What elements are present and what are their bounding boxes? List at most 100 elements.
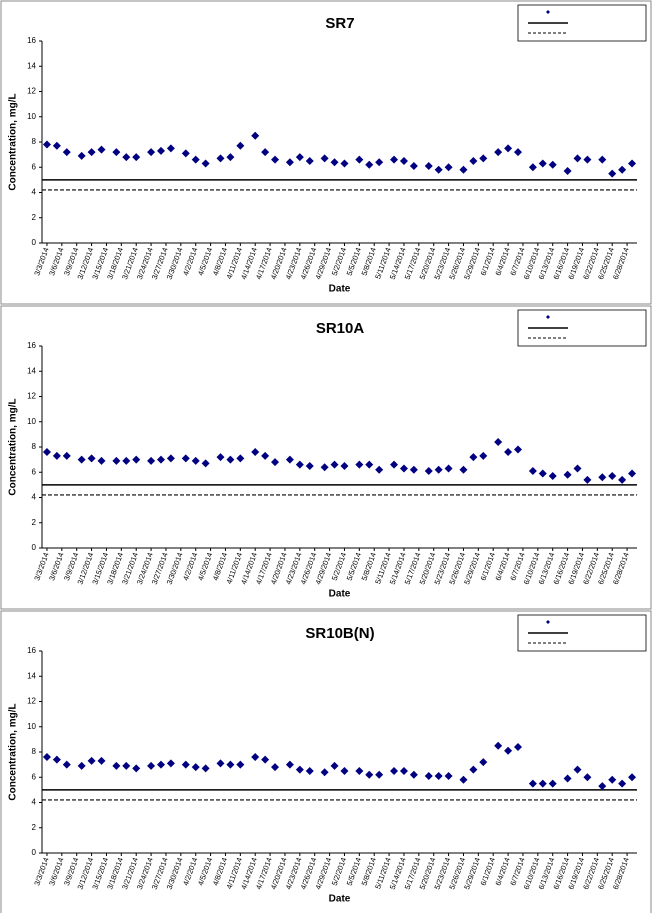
data-point [285, 455, 294, 464]
data-point [514, 742, 522, 751]
data-point [390, 766, 399, 775]
y-tick-label: 16 [27, 646, 36, 655]
chart-title: SR10A [316, 320, 365, 337]
data-point [514, 445, 522, 454]
data-point [598, 155, 607, 164]
y-tick-label: 2 [32, 823, 37, 832]
data-point [330, 158, 339, 167]
y-tick-label: 14 [27, 671, 36, 680]
data-point [330, 761, 339, 770]
data-point [261, 148, 270, 157]
legend-marker [546, 10, 550, 14]
data-point [236, 141, 245, 150]
y-tick-label: 10 [27, 112, 36, 121]
data-point [459, 465, 468, 474]
y-tick-label: 2 [32, 518, 37, 527]
x-axis-label: Date [329, 284, 351, 295]
data-point [216, 759, 225, 768]
data-point [628, 773, 637, 782]
data-point [216, 453, 225, 462]
y-tick-label: 14 [27, 366, 36, 375]
data-point [573, 464, 582, 473]
data-point [479, 451, 488, 460]
data-point [573, 154, 582, 163]
data-point [87, 454, 96, 463]
data-point [340, 461, 349, 470]
data-point [122, 456, 131, 465]
data-point [434, 165, 443, 174]
data-point [563, 774, 572, 783]
x-axis-label: Date [329, 589, 351, 600]
data-point [434, 465, 443, 474]
y-tick-label: 6 [32, 162, 37, 171]
data-point [62, 451, 71, 460]
data-point [201, 764, 210, 773]
data-point [598, 473, 607, 482]
data-point [390, 460, 399, 469]
data-point [132, 455, 141, 464]
data-point [618, 165, 627, 174]
y-tick-label: 0 [32, 848, 37, 857]
data-point [226, 153, 235, 162]
data-point [157, 455, 165, 464]
data-point [251, 753, 260, 762]
data-point [479, 154, 488, 163]
data-point [409, 161, 418, 170]
data-point [494, 437, 503, 446]
data-point [469, 453, 478, 462]
data-point [97, 145, 106, 154]
data-point [132, 764, 141, 773]
data-point [399, 766, 408, 775]
y-tick-label: 10 [27, 417, 36, 426]
y-tick-label: 4 [32, 188, 37, 197]
data-point [459, 165, 468, 174]
data-point [375, 158, 384, 167]
data-point [618, 779, 627, 788]
data-point [469, 156, 478, 165]
data-point [399, 156, 408, 165]
data-point [77, 761, 86, 770]
data-point [528, 466, 537, 475]
data-point [583, 773, 592, 782]
y-axis-label: Concentration, mg/L [8, 703, 19, 800]
y-tick-label: 4 [32, 798, 37, 807]
data-point [548, 779, 557, 788]
data-point [77, 151, 86, 160]
data-point [157, 760, 165, 769]
data-point [305, 156, 314, 165]
data-point [340, 766, 349, 775]
chart-panel: SR10A Concentration, mg/L Date 0 2 4 6 8 10 12 14 1… [0, 305, 652, 610]
y-tick-label: 10 [27, 722, 36, 731]
data-point [583, 155, 592, 164]
data-point [444, 771, 453, 780]
data-point [528, 779, 537, 788]
data-point [236, 760, 245, 769]
data-point [608, 775, 617, 784]
data-point [251, 131, 260, 140]
panel-border [0, 0, 652, 305]
data-point [608, 169, 617, 178]
data-point [365, 160, 374, 169]
data-point [548, 160, 557, 169]
data-point [261, 451, 270, 460]
data-point [444, 464, 453, 473]
data-point [261, 755, 270, 764]
data-point [285, 158, 294, 167]
y-tick-label: 8 [32, 442, 37, 451]
data-point [147, 148, 156, 157]
data-point [355, 155, 364, 164]
data-point [52, 451, 61, 460]
data-point [97, 456, 106, 465]
data-point [305, 766, 314, 775]
data-point [444, 163, 453, 172]
data-point [295, 765, 304, 774]
chart-panel: SR10B(N) Concentration, mg/L Date 0 2 4 6 8 10 12… [0, 610, 652, 913]
y-tick-label: 4 [32, 493, 37, 502]
data-point [77, 455, 86, 464]
data-point [226, 760, 235, 769]
data-point [157, 146, 165, 155]
data-point [424, 161, 433, 170]
data-point [573, 765, 582, 774]
data-point [459, 775, 468, 784]
